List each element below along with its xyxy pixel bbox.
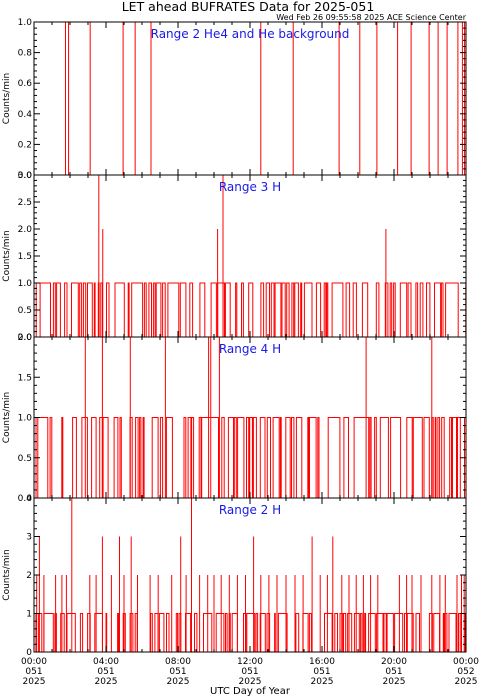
x-axis: 00:00051202504:00051202508:00051202512:0… bbox=[21, 657, 479, 687]
panel-4-frame bbox=[33, 497, 467, 653]
x-tick-label-time: 04:00 bbox=[93, 657, 119, 667]
y-axis-label-2: Counts/min bbox=[2, 230, 12, 281]
series-3 bbox=[34, 337, 466, 499]
series-4 bbox=[34, 498, 466, 653]
y-tick-label-4-1: 0 bbox=[26, 648, 32, 658]
x-tick-label-time: 16:00 bbox=[309, 657, 335, 667]
y-tick-label-3-2: 0.5 bbox=[18, 454, 32, 464]
series-1 bbox=[34, 22, 466, 176]
y-tick-label-1-1: 0.0 bbox=[18, 171, 33, 181]
x-tick-label-doy: 051 bbox=[97, 667, 114, 677]
y-tick-label-1-2: 0.2 bbox=[18, 140, 32, 150]
panel-title-3: Range 4 H bbox=[219, 342, 281, 356]
y-tick-label-4-2: 1 bbox=[26, 610, 32, 620]
y-tick-label-2-3: 1.0 bbox=[18, 279, 33, 289]
x-tick-label-time: 08:00 bbox=[165, 657, 191, 667]
y-tick-label-1-6: 1.0 bbox=[18, 18, 33, 28]
y-tick-label-3-1: 0.0 bbox=[18, 494, 33, 504]
series-3-trace bbox=[34, 417, 466, 499]
y-tick-label-1-5: 0.8 bbox=[18, 49, 33, 59]
timestamp-label: Wed Feb 26 09:55:58 2025 ACE Science Cen… bbox=[276, 13, 466, 22]
y-tick-label-3-4: 1.5 bbox=[18, 373, 32, 383]
y-tick-label-2-6: 2.5 bbox=[18, 198, 32, 208]
x-tick-label-time: 20:00 bbox=[381, 657, 407, 667]
y-axis-label-1: Counts/min bbox=[2, 73, 12, 124]
panel-title-4: Range 2 H bbox=[219, 503, 281, 517]
x-tick-label-year: 2025 bbox=[95, 677, 118, 687]
y-tick-label-2-4: 1.5 bbox=[18, 252, 32, 262]
x-tick-label-year: 2025 bbox=[311, 677, 334, 687]
x-tick-label-year: 2025 bbox=[167, 677, 190, 687]
panel-4: 0 1 2 3 4 Counts/min Range 2 H bbox=[2, 494, 467, 658]
y-tick-label-1-4: 0.6 bbox=[18, 79, 33, 89]
y-tick-label-2-5: 2.0 bbox=[18, 225, 33, 235]
y-axis-label-3: Counts/min bbox=[2, 392, 12, 443]
y-tick-label-1-3: 0.4 bbox=[18, 110, 33, 120]
figure-title: LET ahead BUFRATES Data for 2025-051 bbox=[122, 0, 375, 14]
x-tick-label-doy: 051 bbox=[241, 667, 258, 677]
x-axis-label: UTC Day of Year bbox=[210, 686, 291, 697]
x-tick-label-doy: 051 bbox=[169, 667, 186, 677]
panel-1-frame bbox=[33, 21, 467, 176]
x-tick-label-year: 2025 bbox=[455, 677, 478, 687]
y-tick-label-4-3: 2 bbox=[26, 571, 32, 581]
y-tick-label-3-3: 1.0 bbox=[18, 414, 33, 424]
y-tick-label-3-5: 2.0 bbox=[18, 333, 33, 343]
x-tick-label-year: 2025 bbox=[239, 677, 262, 687]
panel-3: 0.0 0.5 1.0 1.5 2.0 Counts/min Range 4 H bbox=[2, 333, 467, 504]
y-tick-label-4-4: 3 bbox=[26, 533, 32, 543]
y-tick-label-2-1: 0.0 bbox=[18, 333, 33, 343]
y-axis-label-4: Counts/min bbox=[2, 549, 12, 600]
panel-title-1: Range 2 He4 and He background bbox=[151, 27, 350, 41]
x-tick-label-doy: 051 bbox=[25, 667, 42, 677]
x-tick-label-time: 12:00 bbox=[237, 657, 263, 667]
y-tick-label-2-7: 3.0 bbox=[18, 171, 33, 181]
series-2 bbox=[34, 175, 467, 338]
x-tick-label-time: 00:00 bbox=[21, 657, 47, 667]
x-tick-label-time: 00:00 bbox=[453, 657, 479, 667]
x-tick-label-doy: 052 bbox=[457, 667, 474, 677]
panel-title-2: Range 3 H bbox=[219, 180, 281, 194]
x-tick-label-doy: 051 bbox=[313, 667, 330, 677]
panel-2: 0.0 0.5 1.0 1.5 2.0 2.5 3.0 Counts/min Range 3 H bbox=[2, 171, 467, 343]
panels: 0.0 0.2 0.4 0.6 0.8 1.0 Counts/min Range 2 He4 … bbox=[2, 18, 467, 658]
x-tick-label-year: 2025 bbox=[23, 677, 46, 687]
y-tick-label-4-5: 4 bbox=[26, 494, 32, 504]
y-tick-label-2-2: 0.5 bbox=[18, 306, 32, 316]
panel-1: 0.0 0.2 0.4 0.6 0.8 1.0 Counts/min Range 2 He4 … bbox=[2, 18, 467, 181]
x-tick-label-doy: 051 bbox=[385, 667, 402, 677]
x-tick-label-year: 2025 bbox=[383, 677, 406, 687]
